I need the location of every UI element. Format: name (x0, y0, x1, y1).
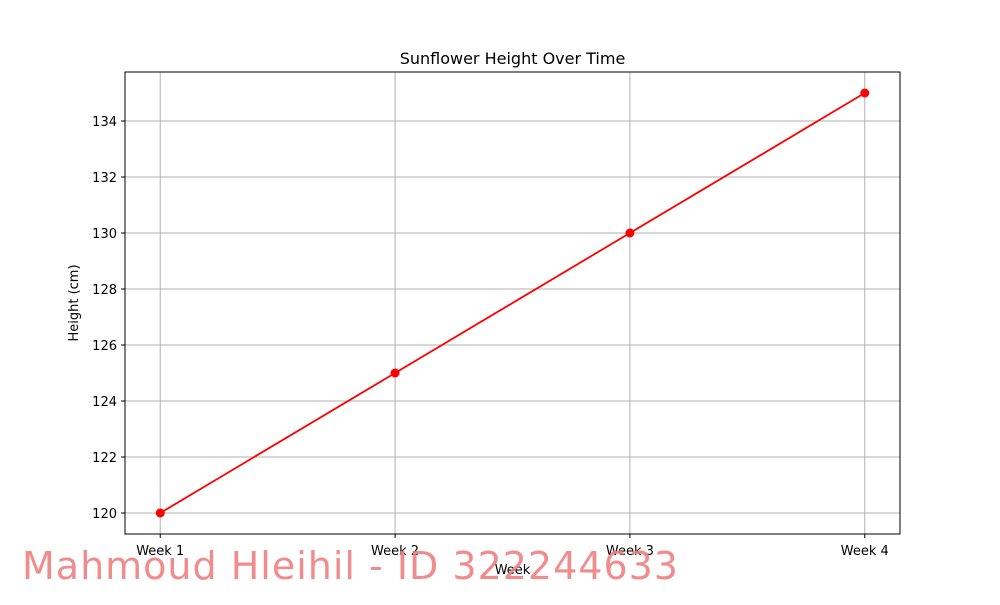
y-tick-label: 130 (92, 227, 117, 242)
y-tick-label: 126 (92, 339, 117, 354)
series-layer (155, 88, 870, 518)
y-tick-label: 124 (92, 395, 117, 410)
y-tick-label: 128 (92, 283, 117, 298)
y-tick-label: 132 (92, 171, 117, 186)
data-point (155, 508, 165, 518)
x-axis-label: Week (495, 563, 531, 578)
y-tick-label: 122 (92, 451, 117, 466)
tick-layer: Week 1 Week 2 Week 3 Week 4 120 122 124 126 128 1… (92, 115, 889, 559)
data-point (625, 228, 635, 238)
plot-frame (124, 71, 901, 535)
y-tick-label: 120 (92, 507, 117, 522)
y-axis-label: Height (cm) (67, 264, 82, 341)
x-tick-label: Week 2 (371, 544, 419, 559)
x-tick-label: Week 4 (841, 544, 889, 559)
y-tick-label: 134 (92, 115, 117, 130)
x-tick-label: Week 3 (606, 544, 654, 559)
series-line (159, 92, 866, 514)
data-point (390, 368, 400, 378)
chart-title: Sunflower Height Over Time (400, 49, 626, 68)
data-point (860, 88, 870, 98)
watermark-text: Mahmoud Hleihil - ID 322244633 (22, 544, 679, 588)
x-tick-label: Week 1 (136, 544, 184, 559)
